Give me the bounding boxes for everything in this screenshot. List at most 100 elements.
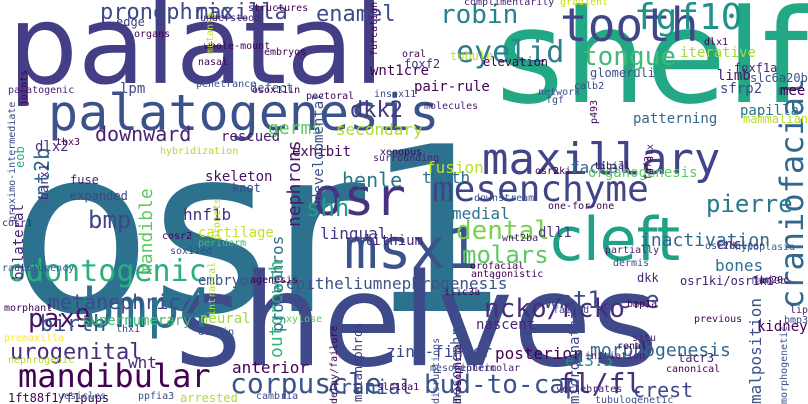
- word-bmp1a: bmp1a: [627, 299, 658, 310]
- word-intraoral: intraoral: [207, 261, 218, 316]
- word-glomeruli: glomeruli: [590, 66, 656, 80]
- word-msx1: msx1: [344, 217, 479, 282]
- word-elevation: elevation: [483, 55, 549, 69]
- word-radiolucency: radiolucency: [2, 263, 75, 274]
- word-expanded: expanded: [70, 189, 128, 203]
- word-failed: failed: [553, 305, 590, 316]
- word-one-for-one: one-for-one: [548, 201, 615, 212]
- word-birth: birth: [40, 312, 107, 337]
- word-embryos: embryos: [198, 273, 258, 289]
- word-palatogenic: palatogenic: [8, 85, 75, 96]
- word-lip: lip: [790, 305, 808, 316]
- word-wnt: wnt: [128, 353, 157, 372]
- word-edge: edge: [116, 15, 145, 29]
- word-dental: dental: [456, 216, 550, 246]
- word-cambria: cambria: [256, 391, 299, 402]
- word-patterning: patterning: [633, 111, 718, 127]
- word-supernumerary: supernumerary: [82, 313, 192, 329]
- word-barx1: barx1: [37, 163, 51, 200]
- word-dlx1: dlx1: [704, 37, 729, 48]
- word-fam20c: fam20c: [753, 275, 790, 286]
- word-maxilla: maxilla: [195, 0, 288, 25]
- word-corpuscle: corpuscle: [230, 367, 382, 400]
- word-fam20b: fam20b: [750, 276, 787, 287]
- word-drosophila: drosophila: [453, 343, 464, 404]
- word-lithium: lithium: [364, 233, 424, 249]
- word-sfrp2: sfrp2: [720, 81, 763, 97]
- word-pronets: pronets: [212, 197, 223, 240]
- word-p493: p493: [589, 99, 600, 124]
- word-furcation: furcation: [369, 1, 380, 56]
- word-rescued: rescued: [221, 129, 281, 145]
- word-pax9: pax9: [28, 304, 91, 334]
- word-palatal: palatal: [8, 0, 385, 109]
- word-premaxilla: premaxilla: [4, 333, 65, 344]
- word-situ: situ: [632, 333, 657, 344]
- word-limb: limb: [717, 68, 751, 84]
- word-pronephric: pronephric: [100, 0, 233, 25]
- word-robin: robin: [440, 0, 519, 30]
- word-joints: joints: [19, 69, 30, 106]
- word-initiation: initiation: [585, 351, 646, 362]
- word-insox11: insox11: [374, 89, 417, 100]
- word-epitheliumnephrogenesis: epitheliumnephrogenesis: [286, 274, 508, 293]
- word-palatogenesis: palatogenesis: [48, 84, 440, 142]
- word-maxillary: maxillary: [482, 134, 721, 185]
- word-xenopus: xenopus: [380, 147, 423, 158]
- word-lingual: lingual: [320, 224, 388, 243]
- word-dll1: dll1: [538, 225, 572, 241]
- word-downward: downward: [95, 122, 192, 146]
- word-papilla: papilla: [740, 103, 800, 119]
- word-canonical: canonical: [666, 364, 721, 375]
- word-wnt2ba: wnt2ba: [502, 233, 539, 244]
- word-complimentarily: complimentarily: [464, 0, 555, 8]
- word-tacr3: tacr3: [678, 351, 715, 365]
- word-secondary: secondary: [336, 120, 423, 139]
- word-tongue: tongue: [582, 42, 676, 72]
- word-tubulogenetic: tubulogenetic: [595, 395, 674, 404]
- word-metanephros: metanephros: [351, 322, 365, 402]
- word-defect: defect: [250, 81, 294, 95]
- word-shh: shh: [306, 194, 350, 222]
- word-skeleton: skeleton: [205, 169, 273, 185]
- word-nasal: nasal: [198, 57, 229, 68]
- word-embryos: embryos: [264, 47, 307, 58]
- word-mandible: mandible: [136, 188, 157, 275]
- word-dermis: dermis: [613, 258, 650, 269]
- word-iiic3a: iiic3a: [444, 287, 481, 298]
- word-partially: partially: [605, 245, 660, 256]
- word-osr2deltan: osr2deltan: [705, 241, 766, 252]
- word-hnf1b: hnf1b: [183, 205, 232, 224]
- word-ppfia3: ppfia3: [138, 391, 175, 402]
- word-shelf: shelf: [496, 0, 808, 133]
- word-inactivation: inactivation: [640, 230, 771, 251]
- word-delay-failure: delay/failure: [329, 325, 340, 404]
- word-bud-to-cap: bud-to-cap: [424, 370, 581, 400]
- word-penetrance: penetrance: [196, 79, 257, 90]
- word-arrested: arrested: [180, 391, 238, 404]
- word-bmp3: bmp3: [784, 315, 808, 326]
- word-agenesis: agenesis: [250, 275, 299, 286]
- word-antagonistic: antagonistic: [471, 269, 544, 280]
- word-gradient: gradient: [560, 0, 609, 8]
- word-enamel: enamel: [316, 2, 396, 27]
- word-zinc-finger: zinc-finger: [386, 342, 492, 361]
- word-periderm: periderm: [198, 238, 247, 249]
- word-understood: understood: [200, 13, 261, 24]
- word-osr: osr: [312, 168, 406, 228]
- word-cleft: cleft: [550, 205, 681, 275]
- word-fusion: fusion: [426, 158, 484, 177]
- word-teeth: teeth: [422, 168, 471, 187]
- word-bmp4: bmp4: [82, 277, 213, 340]
- word-calb2: calb2: [574, 81, 605, 92]
- word-downstream: downstream: [474, 193, 535, 204]
- word-e13-5: e13.5: [565, 351, 614, 370]
- word-morphogenesis: morphogenesis: [590, 340, 731, 361]
- word-morphogenetic: morphogenetic: [779, 325, 790, 404]
- word-shelves: shelves: [175, 247, 659, 396]
- word-foxf1a: foxf1a: [734, 61, 778, 75]
- word-facial: facial: [570, 158, 628, 177]
- word-wnt1-cre: wnt1-cre: [544, 286, 660, 314]
- word-hypoplasia: hypoplasia: [735, 242, 796, 253]
